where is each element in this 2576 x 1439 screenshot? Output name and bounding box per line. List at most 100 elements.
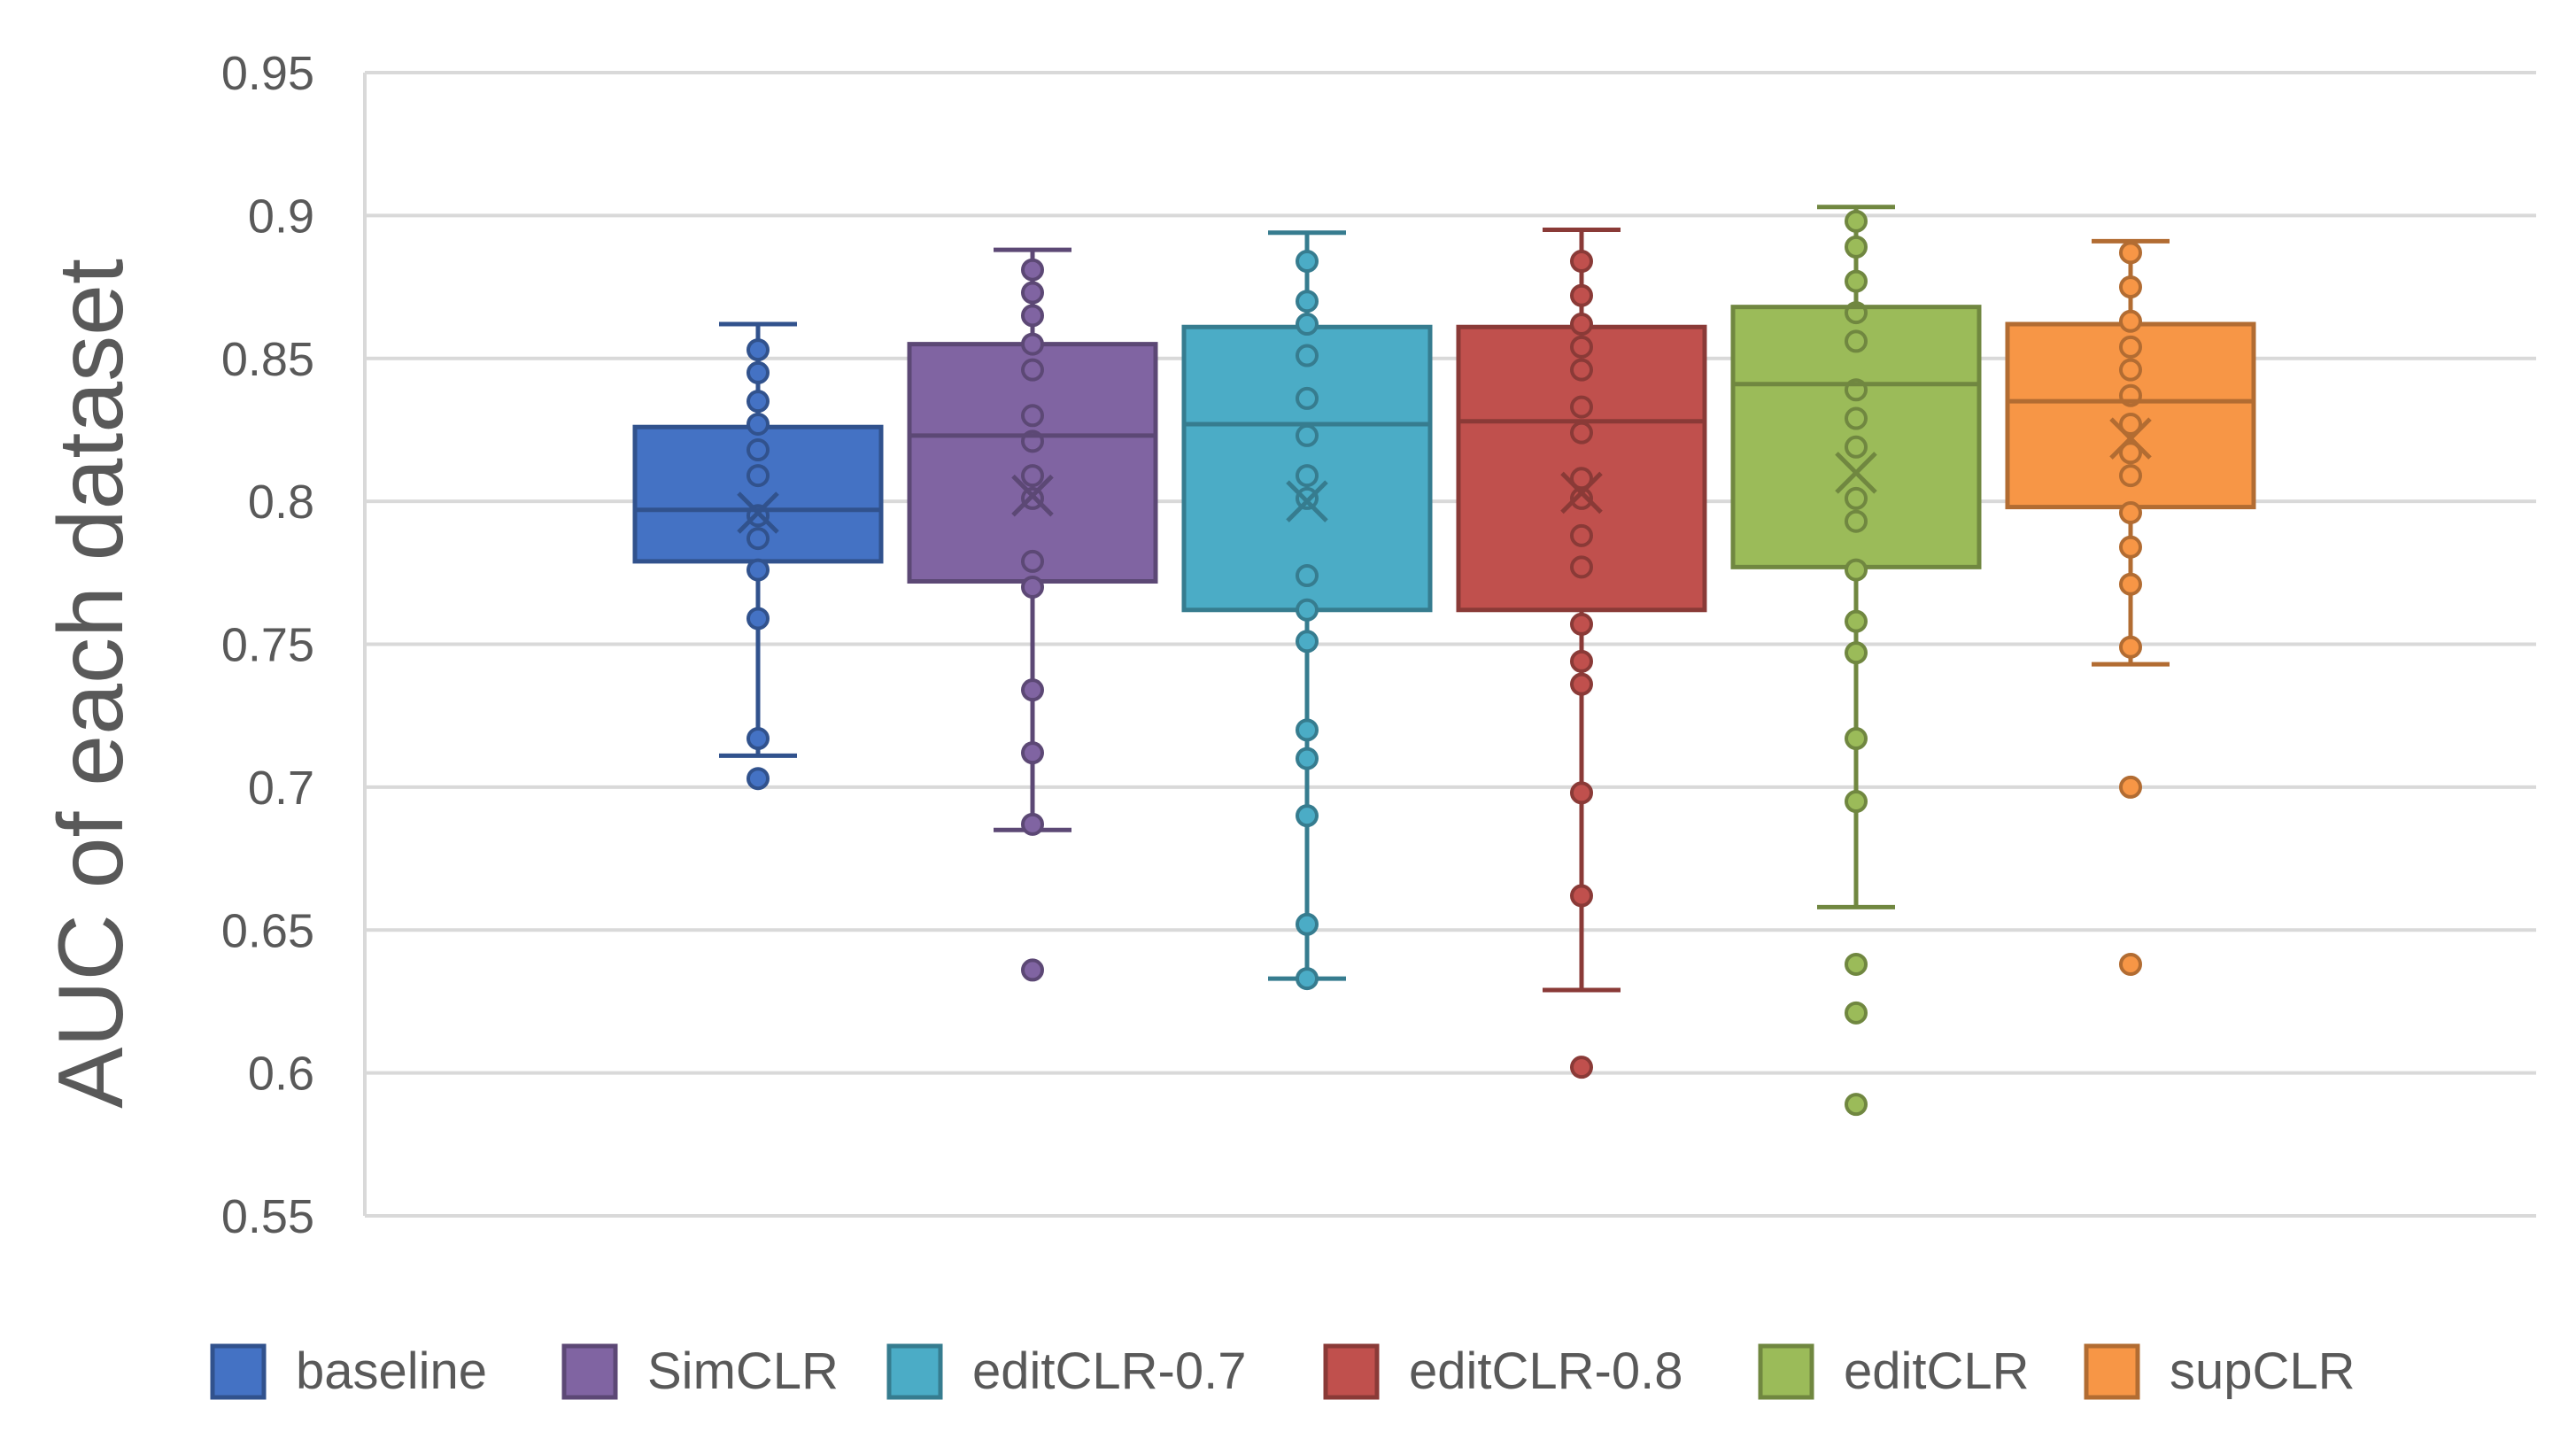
data-point xyxy=(1845,269,1868,293)
mean-marker xyxy=(2109,417,2152,460)
y-tick-label: 0.7 xyxy=(248,762,314,815)
data-point xyxy=(1021,812,1044,836)
legend: baseline SimCLR editCLR-0.7 editCLR-0.8 edit… xyxy=(210,1342,2356,1400)
data-point xyxy=(1845,509,1868,533)
data-point xyxy=(1021,332,1044,356)
data-point xyxy=(746,360,770,384)
legend-label: editCLR-0.8 xyxy=(1409,1342,1683,1400)
mean-marker xyxy=(1835,452,1877,494)
y-axis-title: AUC of each dataset xyxy=(40,259,143,1109)
data-point xyxy=(1296,564,1319,588)
box-series-supCLR xyxy=(2005,238,2256,976)
data-point xyxy=(1021,304,1044,328)
data-point xyxy=(746,390,770,414)
legend-swatch xyxy=(2084,1343,2140,1400)
data-point xyxy=(2119,241,2142,265)
box-series-editCLR xyxy=(1730,205,1982,1117)
data-point xyxy=(1296,486,1319,510)
data-point xyxy=(1570,395,1593,419)
data-point xyxy=(2119,383,2142,407)
data-point xyxy=(1296,598,1319,622)
data-point xyxy=(1845,486,1868,510)
data-point xyxy=(2119,501,2142,525)
data-point xyxy=(746,504,770,528)
data-point xyxy=(1296,313,1319,337)
box-series-SimCLR xyxy=(907,247,1158,982)
data-point xyxy=(1570,555,1593,579)
y-tick-label: 0.75 xyxy=(221,619,314,672)
y-tick-label: 0.6 xyxy=(248,1048,314,1101)
data-point xyxy=(1845,406,1868,430)
y-tick-label: 0.55 xyxy=(221,1190,314,1243)
data-point xyxy=(2119,358,2142,382)
data-point xyxy=(1021,575,1044,599)
data-point xyxy=(1296,344,1319,367)
legend-label: editCLR xyxy=(1844,1342,2030,1400)
box-series-baseline xyxy=(632,321,884,791)
data-point xyxy=(1845,952,1868,976)
data-point xyxy=(1296,912,1319,936)
mean-marker xyxy=(737,491,779,534)
data-point xyxy=(1296,747,1319,770)
data-point xyxy=(1021,549,1044,573)
data-point xyxy=(2119,464,2142,488)
data-point xyxy=(746,464,770,488)
data-point xyxy=(1845,235,1868,259)
y-axis-tick-labels: 0.55 0.6 0.65 0.7 0.75 0.8 0.85 0.9 0.95 xyxy=(221,47,314,1243)
legend-label: SimCLR xyxy=(647,1342,839,1400)
data-point xyxy=(746,558,770,582)
box-series-editCLR-0.8 xyxy=(1456,228,1707,1079)
data-point xyxy=(2119,335,2142,359)
data-point xyxy=(1570,781,1593,805)
data-point xyxy=(2119,775,2142,799)
data-point xyxy=(746,438,770,462)
data-point xyxy=(1570,612,1593,636)
data-point xyxy=(1296,804,1319,828)
data-point xyxy=(1570,884,1593,908)
data-point xyxy=(746,767,770,791)
y-tick-label: 0.65 xyxy=(221,904,314,957)
y-tick-label: 0.95 xyxy=(221,47,314,100)
data-point xyxy=(2119,412,2142,436)
data-point xyxy=(1021,281,1044,305)
y-tick-label: 0.8 xyxy=(248,476,314,529)
legend-swatch xyxy=(1323,1343,1380,1400)
data-point xyxy=(1570,649,1593,673)
data-point xyxy=(1570,283,1593,307)
data-point xyxy=(1845,790,1868,814)
legend-swatch xyxy=(1758,1343,1814,1400)
data-point xyxy=(1570,250,1593,274)
data-point xyxy=(1021,429,1044,453)
legend-label: editCLR-0.7 xyxy=(972,1342,1246,1400)
data-point xyxy=(1021,258,1044,282)
data-point xyxy=(1570,486,1593,510)
data-point xyxy=(1845,1001,1868,1025)
data-point xyxy=(1021,958,1044,982)
data-point xyxy=(1570,313,1593,337)
data-point xyxy=(746,527,770,551)
data-point xyxy=(1021,741,1044,765)
data-point xyxy=(1845,435,1868,459)
data-point xyxy=(2119,635,2142,659)
data-point xyxy=(1570,421,1593,445)
data-point xyxy=(1296,464,1319,488)
data-point xyxy=(2119,572,2142,596)
data-point xyxy=(1845,378,1868,402)
data-point xyxy=(1296,250,1319,274)
data-point xyxy=(2119,952,2142,976)
data-point xyxy=(1570,335,1593,359)
data-point xyxy=(1296,423,1319,447)
data-point xyxy=(1021,486,1044,510)
data-point xyxy=(746,412,770,436)
data-point xyxy=(1570,672,1593,696)
y-tick-label: 0.9 xyxy=(248,190,314,243)
data-point xyxy=(1021,404,1044,428)
box-series-group xyxy=(632,205,2256,1117)
y-tick-label: 0.85 xyxy=(221,333,314,386)
box-series-editCLR-0.7 xyxy=(1181,230,1433,991)
data-point xyxy=(1845,209,1868,233)
data-point xyxy=(1570,523,1593,547)
legend-swatch xyxy=(886,1343,943,1400)
box-iqr xyxy=(1181,324,1433,613)
